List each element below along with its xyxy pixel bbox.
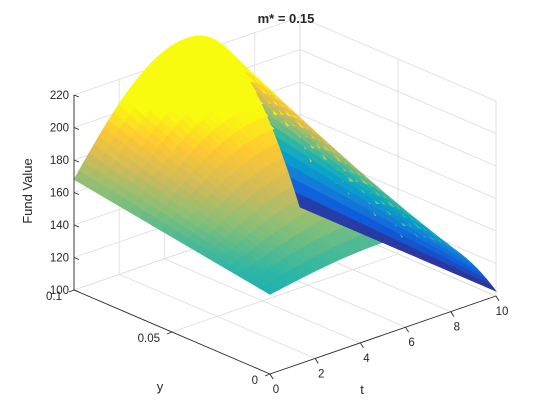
y-tick-label: 0.05 (138, 333, 160, 345)
surface-patch (73, 170, 91, 187)
y-tick (68, 289, 75, 293)
z-tick-label: 160 (50, 188, 69, 200)
x-tick (450, 311, 455, 317)
y-axis-label: y (157, 379, 164, 394)
x-tick (269, 373, 274, 380)
x-tick-label: 0 (273, 384, 279, 396)
z-axis-label: Fund Value (20, 158, 35, 224)
grid-line (299, 16, 497, 102)
x-tick (360, 342, 364, 349)
x-tick-label: 4 (363, 353, 370, 365)
z-tick-label: 100 (50, 285, 69, 297)
x-tick (405, 326, 409, 333)
grid-line (299, 49, 497, 134)
y-tick (166, 331, 173, 335)
z-tick-label: 180 (50, 155, 69, 167)
x-tick-label: 8 (454, 322, 460, 334)
z-tick (73, 192, 80, 195)
z-tick (73, 94, 80, 98)
chart-title: m* = 0.15 (258, 11, 315, 26)
z-tick (73, 159, 80, 163)
y-tick-label: 0 (252, 375, 258, 387)
x-axis-line (269, 295, 497, 375)
x-tick (314, 358, 319, 364)
z-tick (73, 257, 80, 260)
surface-plot (73, 35, 497, 295)
z-tick-label: 220 (50, 90, 69, 102)
z-tick-label: 140 (50, 220, 69, 232)
x-tick-label: 10 (496, 306, 509, 318)
z-tick-label: 200 (50, 123, 69, 135)
y-tick-label: 0.1 (46, 291, 62, 303)
grid-line (299, 81, 497, 167)
y-tick (264, 373, 271, 377)
grid-line (171, 253, 399, 333)
grid-line (299, 114, 497, 199)
z-tick (73, 224, 80, 228)
x-tick-label: 6 (408, 337, 414, 349)
z-tick-label: 120 (50, 253, 69, 265)
x-tick (495, 295, 500, 302)
x-axis-label: t (360, 382, 364, 397)
x-tick-label: 2 (318, 368, 324, 380)
z-tick (73, 289, 80, 293)
z-tick (73, 127, 80, 130)
